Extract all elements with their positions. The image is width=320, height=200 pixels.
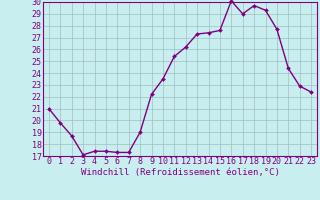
X-axis label: Windchill (Refroidissement éolien,°C): Windchill (Refroidissement éolien,°C) bbox=[81, 168, 279, 177]
